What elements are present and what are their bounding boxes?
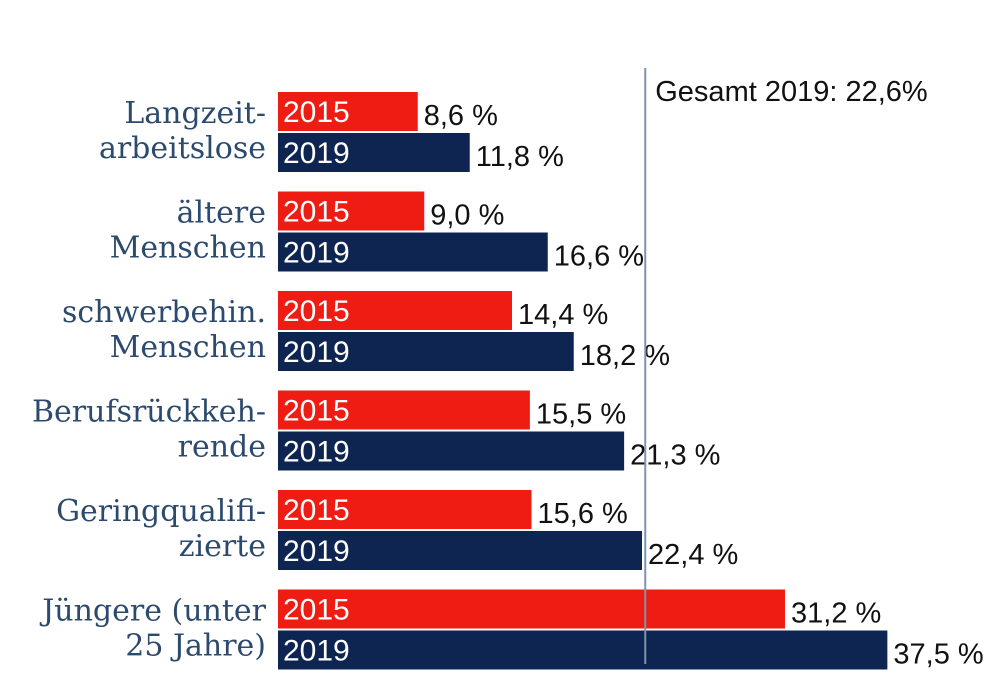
bar-year-label: 2015 bbox=[283, 395, 350, 428]
data-label: 16,6 % bbox=[554, 241, 644, 273]
data-label: 37,5 % bbox=[893, 639, 983, 671]
bar-2015 bbox=[278, 490, 532, 529]
data-label: 15,5 % bbox=[536, 399, 626, 431]
bar-group: 2015 9,0 % 2019 16,6 % ältere Menschen bbox=[110, 191, 644, 273]
data-label: 21,3 % bbox=[630, 440, 720, 472]
data-label: 14,4 % bbox=[518, 299, 608, 331]
bar-year-label: 2015 bbox=[283, 196, 350, 229]
data-label: 18,2 % bbox=[580, 340, 670, 372]
category-label: ältere Menschen bbox=[110, 196, 266, 266]
bar-year-label: 2019 bbox=[283, 237, 350, 270]
bar-2015 bbox=[278, 589, 785, 629]
bar-group: 2015 15,6 % 2019 22,4 % Geringqualifi-zierte bbox=[56, 490, 738, 571]
bar-2019 bbox=[278, 232, 548, 272]
data-label: 8,6 % bbox=[424, 100, 498, 132]
bar-year-label: 2019 bbox=[283, 336, 350, 369]
bar-2019 bbox=[278, 531, 642, 570]
bar-year-label: 2019 bbox=[283, 436, 350, 469]
bar-2015 bbox=[278, 390, 530, 430]
data-label: 22,4 % bbox=[648, 539, 738, 571]
category-label: Geringqualifi-zierte bbox=[56, 494, 266, 564]
category-label: Berufsrückkeh-rende bbox=[32, 395, 266, 465]
bar-2019 bbox=[278, 431, 625, 471]
bar-2019 bbox=[278, 133, 470, 172]
bar-group: 2015 8,6 % 2019 11,8 % Langzeit-arbeitslose bbox=[99, 92, 564, 173]
category-label: Jüngere (unter 25 Jahre) bbox=[39, 594, 266, 664]
bar-2019 bbox=[278, 332, 574, 371]
bar-group: 2015 31,2 % 2019 37,5 % Jüngere (unter 25 Jah… bbox=[39, 589, 984, 671]
category-label: schwerbehin. Menschen bbox=[62, 295, 266, 365]
bar-2019 bbox=[278, 630, 888, 670]
data-label: 9,0 % bbox=[430, 200, 504, 232]
bar-group: 2015 14,4 % 2019 18,2 % schwerbehin. Menschen bbox=[62, 291, 670, 372]
category-label: Langzeit-arbeitslose bbox=[99, 96, 266, 166]
data-label: 15,6 % bbox=[538, 498, 628, 530]
bar-2015 bbox=[278, 92, 418, 131]
reference-line-label: Gesamt 2019: 22,6% bbox=[655, 76, 927, 108]
bar-2015 bbox=[278, 191, 425, 231]
data-label: 31,2 % bbox=[791, 598, 881, 630]
bar-group: 2015 15,5 % 2019 21,3 % Berufsrückkeh-rende bbox=[32, 390, 720, 472]
bar-year-label: 2015 bbox=[283, 594, 350, 627]
data-label: 11,8 % bbox=[476, 141, 564, 173]
bar-year-label: 2015 bbox=[283, 295, 350, 328]
bar-year-label: 2019 bbox=[283, 137, 350, 170]
bar-year-label: 2015 bbox=[283, 494, 350, 527]
bar-year-label: 2015 bbox=[283, 96, 350, 129]
bar-year-label: 2019 bbox=[283, 635, 350, 668]
bar-year-label: 2019 bbox=[283, 535, 350, 568]
bar-2015 bbox=[278, 291, 512, 330]
